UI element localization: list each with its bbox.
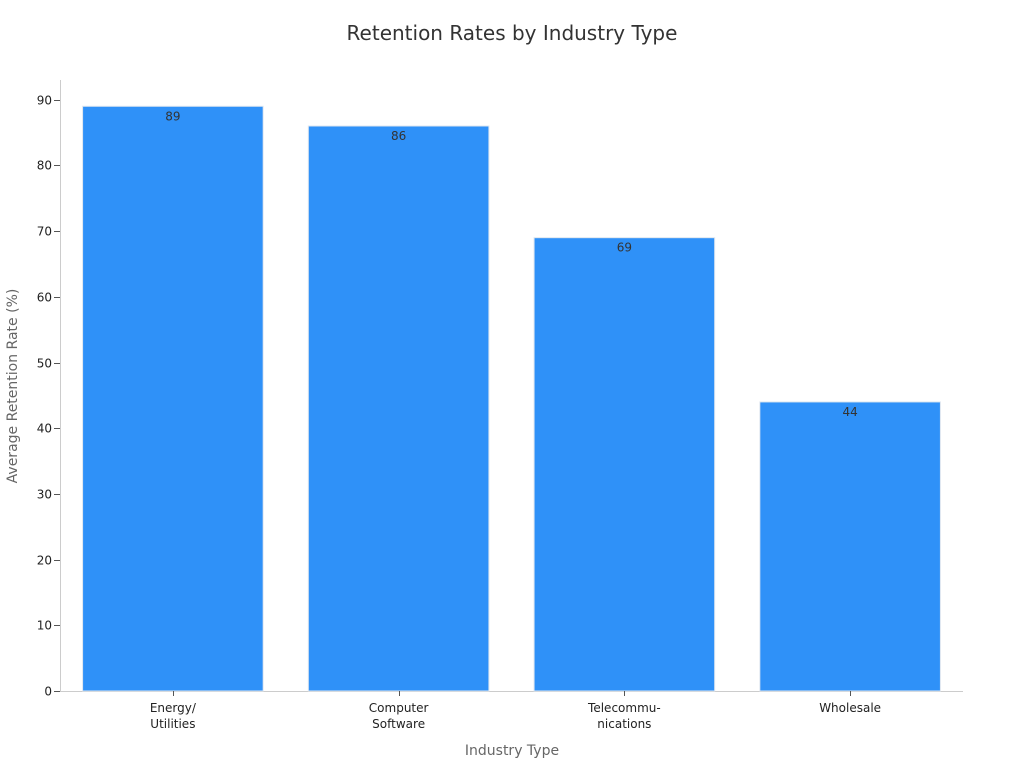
bar-value-label: 44 (842, 405, 857, 419)
y-tick-label: 30 (37, 488, 52, 502)
bar[interactable] (533, 237, 716, 692)
x-axis-ticks: Energy/Utilities Computer Software Telecomm… (150, 691, 881, 731)
y-tick-label: 0 (44, 685, 52, 699)
y-tick-label: 10 (37, 619, 52, 633)
x-tick-label: Computer (369, 701, 429, 715)
y-axis-ticks: 0 10 20 30 40 50 60 70 80 90 (37, 94, 60, 699)
y-tick-label: 40 (37, 422, 52, 436)
y-tick-label: 50 (37, 357, 52, 371)
y-tick-label: 90 (37, 94, 52, 108)
x-axis-title: Industry Type (465, 743, 559, 759)
bars (82, 105, 941, 692)
bar-value-label: 89 (165, 109, 180, 123)
y-tick-label: 70 (37, 225, 52, 239)
plot-area: 0 10 20 30 40 50 60 70 80 90 89 86 69 44 Energy/Util… (37, 80, 963, 731)
bar-value-label: 86 (391, 129, 406, 143)
bar-value-label: 69 (617, 241, 632, 255)
y-tick-label: 80 (37, 159, 52, 173)
x-tick-label: Wholesale (819, 701, 881, 715)
x-tick-label: Telecommu- (587, 701, 661, 715)
x-tick-label: Utilities (150, 717, 195, 731)
x-tick-label: nications (597, 717, 651, 731)
x-tick-label: Software (372, 717, 425, 731)
x-tick-label: Energy/ (150, 701, 197, 715)
bar[interactable] (82, 105, 264, 692)
chart-title: Retention Rates by Industry Type (347, 21, 678, 45)
y-axis-title: Average Retention Rate (%) (5, 289, 21, 484)
y-tick-label: 20 (37, 554, 52, 568)
bar[interactable] (759, 401, 941, 692)
data-labels: 89 86 69 44 (165, 109, 858, 419)
y-tick-label: 60 (37, 291, 52, 305)
bar[interactable] (307, 125, 490, 692)
